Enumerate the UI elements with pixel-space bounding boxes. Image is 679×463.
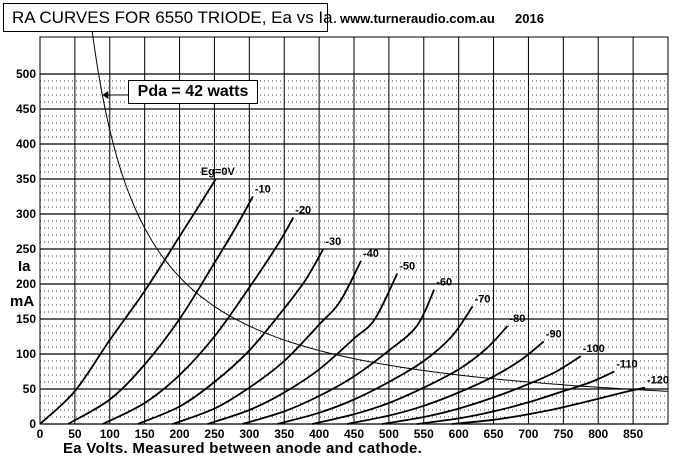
eg-curve-label: -90 <box>546 328 562 340</box>
pda-label: Pda = 42 watts <box>128 80 258 104</box>
pda-curve-group <box>91 31 668 392</box>
x-tick-label: 650 <box>484 427 504 441</box>
chart-title: RA CURVES FOR 6550 TRIODE, Ea vs Ia. <box>3 3 337 32</box>
eg-curve <box>346 340 545 425</box>
y-tick-label: 0 <box>29 417 36 431</box>
eg-curve-label: -30 <box>325 236 341 248</box>
pda-curve <box>91 31 668 392</box>
eg-curve-label: -60 <box>436 277 452 289</box>
x-axis-label: Ea Volts. Measured between anode and cat… <box>63 440 423 457</box>
y-tick-label: 400 <box>16 137 36 151</box>
x-tick-label: 250 <box>204 427 224 441</box>
eg-curve <box>207 273 399 425</box>
eg-curve <box>242 289 436 425</box>
x-tick-label: 800 <box>588 427 608 441</box>
eg-curve <box>39 178 217 425</box>
eg-curve <box>67 196 254 425</box>
y-tick-label: 350 <box>16 172 36 186</box>
eg-curve-label: -40 <box>363 248 379 260</box>
y-axis-label-ma: mA <box>10 293 35 310</box>
eg-curve-label: -110 <box>616 359 637 371</box>
x-tick-label: 600 <box>449 427 469 441</box>
eg-curve <box>102 217 295 425</box>
eg-curve <box>172 260 362 425</box>
eg-curve <box>277 305 474 425</box>
year-label: 2016 <box>515 11 544 26</box>
x-tick-label: 150 <box>135 427 155 441</box>
y-tick-label: 200 <box>16 277 36 291</box>
x-tick-label: 750 <box>553 427 573 441</box>
grid <box>39 36 669 425</box>
x-tick-label: 500 <box>379 427 399 441</box>
y-tick-label: 50 <box>23 382 37 396</box>
eg-curve-label: -10 <box>255 184 271 196</box>
x-tick-label: 100 <box>100 427 120 441</box>
x-tick-label: 550 <box>414 427 434 441</box>
eg-curve-label: -20 <box>295 205 311 217</box>
eg-curve-label: Eg=0V <box>201 166 236 178</box>
eg-curve <box>381 355 582 425</box>
x-tick-label: 850 <box>623 427 643 441</box>
y-tick-label: 450 <box>16 102 36 116</box>
eg-curve <box>416 370 615 425</box>
eg-curve-label: -120 <box>647 375 669 387</box>
eg-curve <box>451 386 646 425</box>
x-tick-label: 50 <box>68 427 82 441</box>
y-axis-label-ia: Ia <box>18 258 31 275</box>
eg-curve-label: -50 <box>399 261 415 273</box>
x-tick-label: 0 <box>37 427 44 441</box>
curve-labels-group: Eg=0V -10 -20 -30 -40 -50 -60 -70 -80 -90 -100 -110… <box>201 166 669 387</box>
x-tick-label: 350 <box>274 427 294 441</box>
eg-curve-label: -80 <box>510 313 526 325</box>
y-tick-label: 250 <box>16 242 36 256</box>
x-tick-label: 700 <box>518 427 538 441</box>
eg-curve <box>137 248 325 425</box>
curves-group <box>39 178 646 425</box>
x-tick-label: 300 <box>239 427 259 441</box>
y-tick-label: 500 <box>16 67 36 81</box>
eg-curve-label: -70 <box>475 293 491 305</box>
y-tick-label: 100 <box>16 347 36 361</box>
y-tick-label: 150 <box>16 312 36 326</box>
tick-labels: 0 50 100 150 200 250 300 350 400 450 500 550 600 650 7… <box>16 67 643 441</box>
x-tick-label: 200 <box>170 427 190 441</box>
pda-arrow-head <box>102 91 109 99</box>
website-label: www.turneraudio.com.au <box>340 11 495 26</box>
eg-curve <box>311 325 509 425</box>
x-tick-label: 400 <box>309 427 329 441</box>
x-tick-label: 450 <box>344 427 364 441</box>
y-tick-label: 300 <box>16 207 36 221</box>
eg-curve-label: -100 <box>583 343 605 355</box>
